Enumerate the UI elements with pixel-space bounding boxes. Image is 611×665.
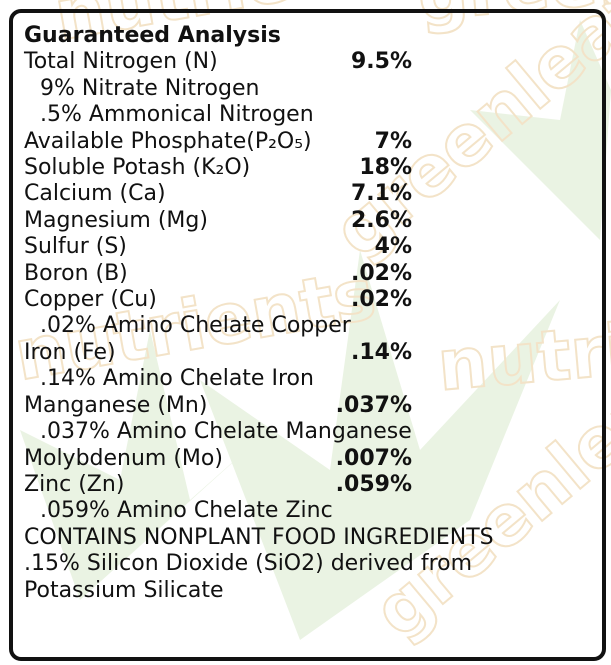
- nutrient-note: .037% Amino Chelate Manganese: [40, 419, 412, 445]
- nutrient-value: .14%: [350, 339, 412, 365]
- nutrient-value: 4%: [374, 234, 412, 260]
- label: Guaranteed Analysis Total Nitrogen (N) 9.…: [24, 23, 574, 604]
- nutrient-name: Total Nitrogen (N): [24, 49, 218, 75]
- statement: CONTAINS NONPLANT FOOD INGREDIENTS: [24, 524, 494, 550]
- nutrient-name: Sulfur (S): [24, 234, 127, 260]
- nutrient-row: Molybdenum (Mo) .007%: [24, 446, 412, 472]
- nutrient-note: .14% Amino Chelate Iron: [40, 366, 314, 392]
- leaf-pattern: [20, 20, 611, 640]
- nutrient-row: Copper (Cu) .02%: [24, 287, 412, 313]
- nutrient-name: Manganese (Mn): [24, 392, 208, 418]
- nutrient-note: .059% Amino Chelate Zinc: [40, 498, 333, 524]
- nutrient-row: Magnesium (Mg) 2.6%: [24, 208, 412, 234]
- nutrient-name: Zinc (Zn): [24, 471, 125, 497]
- nutrient-value: 9.5%: [350, 49, 412, 75]
- nutrient-note: 9% Nitrate Nitrogen: [40, 75, 260, 101]
- nutrient-row: Zinc (Zn) .059%: [24, 472, 412, 498]
- nutrient-value: .037%: [335, 392, 412, 418]
- title: Guaranteed Analysis: [24, 23, 281, 48]
- nutrient-note: .02% Amino Chelate Copper: [40, 313, 351, 339]
- nutrient-name: Magnesium (Mg): [24, 207, 208, 233]
- nutrient-name: Iron (Fe): [24, 339, 116, 365]
- nutrient-name: Boron (B): [24, 260, 128, 286]
- nutrient-row: Soluble Potash (K₂O) 18%: [24, 155, 412, 181]
- nutrient-value: 2.6%: [350, 207, 412, 233]
- nutrient-value: .007%: [335, 445, 412, 471]
- nutrient-value: 7%: [374, 128, 412, 154]
- nutrient-row: Boron (B) .02%: [24, 261, 412, 287]
- nutrient-name: Soluble Potash (K₂O): [24, 155, 251, 181]
- nutrient-row: Iron (Fe) .14%: [24, 340, 412, 366]
- nutrient-value: .02%: [350, 260, 412, 286]
- nutrient-row: Total Nitrogen (N) 9.5%: [24, 49, 412, 75]
- nutrient-value: 18%: [359, 155, 412, 181]
- nutrient-row: Calcium (Ca) 7.1%: [24, 181, 412, 207]
- nutrient-row: Available Phosphate(P₂O₅) 7%: [24, 129, 412, 155]
- nutrient-value: 7.1%: [350, 181, 412, 207]
- nutrient-list: Total Nitrogen (N) 9.5% 9% Nitrate Nitroge…: [24, 49, 574, 524]
- nutrient-name: Available Phosphate(P₂O₅): [24, 128, 312, 154]
- label-border: [9, 9, 606, 661]
- nutrient-row: Sulfur (S) 4%: [24, 234, 412, 260]
- nutrient-name: Calcium (Ca): [24, 181, 166, 207]
- nutrient-value: .02%: [350, 287, 412, 313]
- nutrient-name: Molybdenum (Mo): [24, 445, 223, 471]
- nutrient-value: .059%: [335, 471, 412, 497]
- nutrient-name: Copper (Cu): [24, 287, 157, 313]
- nutrient-row: Manganese (Mn) .037%: [24, 393, 412, 419]
- detail: .15% Silicon Dioxide (SiO2) derived from…: [24, 551, 473, 603]
- nutrient-note: .5% Ammonical Nitrogen: [40, 102, 314, 128]
